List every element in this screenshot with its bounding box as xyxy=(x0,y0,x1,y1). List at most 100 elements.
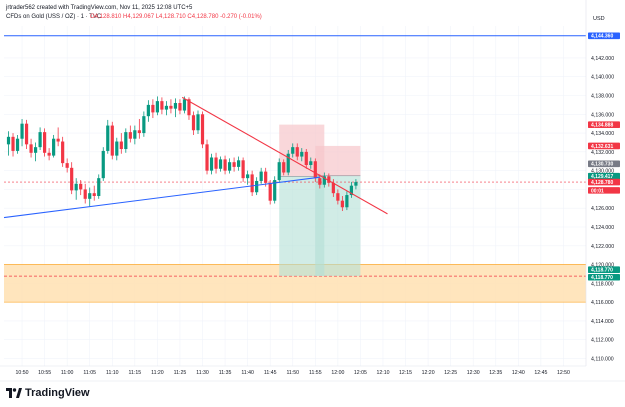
candle-up xyxy=(15,138,20,151)
candle-down xyxy=(187,99,191,116)
time-tick-label: 12:25 xyxy=(444,370,457,376)
time-tick-label: 12:40 xyxy=(512,370,525,376)
symbol-title[interactable]: CFDs on Gold (USS / OZ) · 1 · TVC xyxy=(6,14,102,20)
candle-up xyxy=(133,130,137,139)
price-tick-label: 4,118.000 xyxy=(591,281,614,287)
candle-up xyxy=(300,151,304,157)
candle-up xyxy=(106,125,110,151)
price-label-tag xyxy=(588,187,620,194)
chart-credit: jrtrader562 created with TradingView.com… xyxy=(6,5,193,11)
time-tick-label: 11:35 xyxy=(219,370,232,376)
candle-down xyxy=(268,182,272,201)
candle-up xyxy=(259,171,263,181)
price-label-tag xyxy=(588,266,620,274)
price-label-tag xyxy=(588,273,620,281)
time-tick-label: 12:45 xyxy=(534,370,547,376)
candle-down xyxy=(295,147,299,157)
candle-up xyxy=(286,153,290,173)
candle-down xyxy=(304,151,308,166)
candle-up xyxy=(277,162,281,181)
candle-up xyxy=(209,157,214,171)
time-tick-label: 11:15 xyxy=(129,370,142,376)
price-tick-label: 4,110.000 xyxy=(591,356,614,362)
price-label-text: 4,129.417 xyxy=(591,174,613,180)
candle-down xyxy=(137,130,141,134)
candle-down xyxy=(92,193,96,196)
price-tick-label: 4,124.000 xyxy=(591,225,614,231)
candle-up xyxy=(354,182,358,186)
tradingview-logo[interactable]: TradingView xyxy=(6,387,90,399)
price-label-text: 00:01 xyxy=(591,188,604,194)
time-tick-label: 12:35 xyxy=(489,370,502,376)
candle-down xyxy=(250,174,254,193)
price-tick-label: 4,120.000 xyxy=(591,263,614,269)
candle-down xyxy=(29,144,33,153)
time-tick-label: 11:45 xyxy=(264,370,277,376)
price-label-text: 4,128.780 xyxy=(591,180,613,186)
candle-down xyxy=(223,159,227,171)
descending-trendline xyxy=(181,96,388,215)
stop-loss-zone xyxy=(315,145,361,176)
candle-down xyxy=(169,105,173,109)
candle-down xyxy=(331,182,335,194)
time-tick-label: 12:20 xyxy=(422,370,435,376)
candle-down xyxy=(191,115,196,131)
currency-label[interactable]: USD xyxy=(593,16,605,22)
price-label-text: 4,118.770 xyxy=(591,275,613,281)
price-tick-label: 4,136.000 xyxy=(591,112,614,118)
candle-up xyxy=(173,103,178,109)
candle-down xyxy=(178,103,182,111)
candle-down xyxy=(43,132,47,153)
candle-up xyxy=(38,132,42,148)
candle-down xyxy=(110,125,114,156)
time-tick-label: 10:50 xyxy=(16,370,29,376)
candle-up xyxy=(142,116,146,134)
candle-up xyxy=(115,141,119,156)
candle-up xyxy=(218,159,223,169)
candle-up xyxy=(164,105,169,110)
time-tick-label: 12:15 xyxy=(399,370,412,376)
time-tick-label: 11:20 xyxy=(151,370,164,376)
candle-down xyxy=(79,183,83,190)
time-tick-label: 11:25 xyxy=(174,370,187,376)
tradingview-logo-icon xyxy=(6,388,22,398)
candle-down xyxy=(200,114,205,145)
candle-up xyxy=(345,195,349,208)
candle-down xyxy=(282,162,286,173)
candle-down xyxy=(336,193,340,201)
candle-up xyxy=(237,160,241,167)
candle-up xyxy=(309,161,313,166)
candle-down xyxy=(151,104,155,113)
price-tick-label: 4,112.000 xyxy=(591,338,614,344)
price-label-tag xyxy=(588,121,620,129)
candle-down xyxy=(24,123,29,145)
candle-up xyxy=(291,147,295,154)
candle-up xyxy=(6,136,11,145)
candle-up xyxy=(74,183,78,191)
time-tick-label: 11:55 xyxy=(309,370,322,376)
price-label-text: 4,118.770 xyxy=(591,268,613,274)
candle-down xyxy=(340,200,344,208)
candle-up xyxy=(246,174,250,179)
price-label-tag xyxy=(588,160,620,168)
ohlc-readout: O4,128.810 H4,129.067 L4,128.710 C4,128.… xyxy=(90,14,262,20)
candle-down xyxy=(313,161,317,179)
candle-up xyxy=(349,185,353,196)
time-tick-label: 11:30 xyxy=(196,370,209,376)
candle-up xyxy=(124,132,128,150)
price-tick-label: 4,132.000 xyxy=(591,150,614,156)
candle-up xyxy=(196,114,200,131)
price-label-tag xyxy=(588,32,620,40)
candle-up xyxy=(20,123,24,139)
tradingview-logo-text: TradingView xyxy=(25,387,90,399)
candle-up xyxy=(255,180,259,193)
price-tick-label: 4,122.000 xyxy=(591,244,614,250)
candle-down xyxy=(61,141,65,164)
candle-down xyxy=(205,144,209,171)
candle-up xyxy=(33,147,38,153)
time-tick-label: 12:10 xyxy=(376,370,389,376)
candle-down xyxy=(65,163,69,168)
time-tick-label: 10:55 xyxy=(38,370,51,376)
price-tick-label: 4,138.000 xyxy=(591,94,614,100)
